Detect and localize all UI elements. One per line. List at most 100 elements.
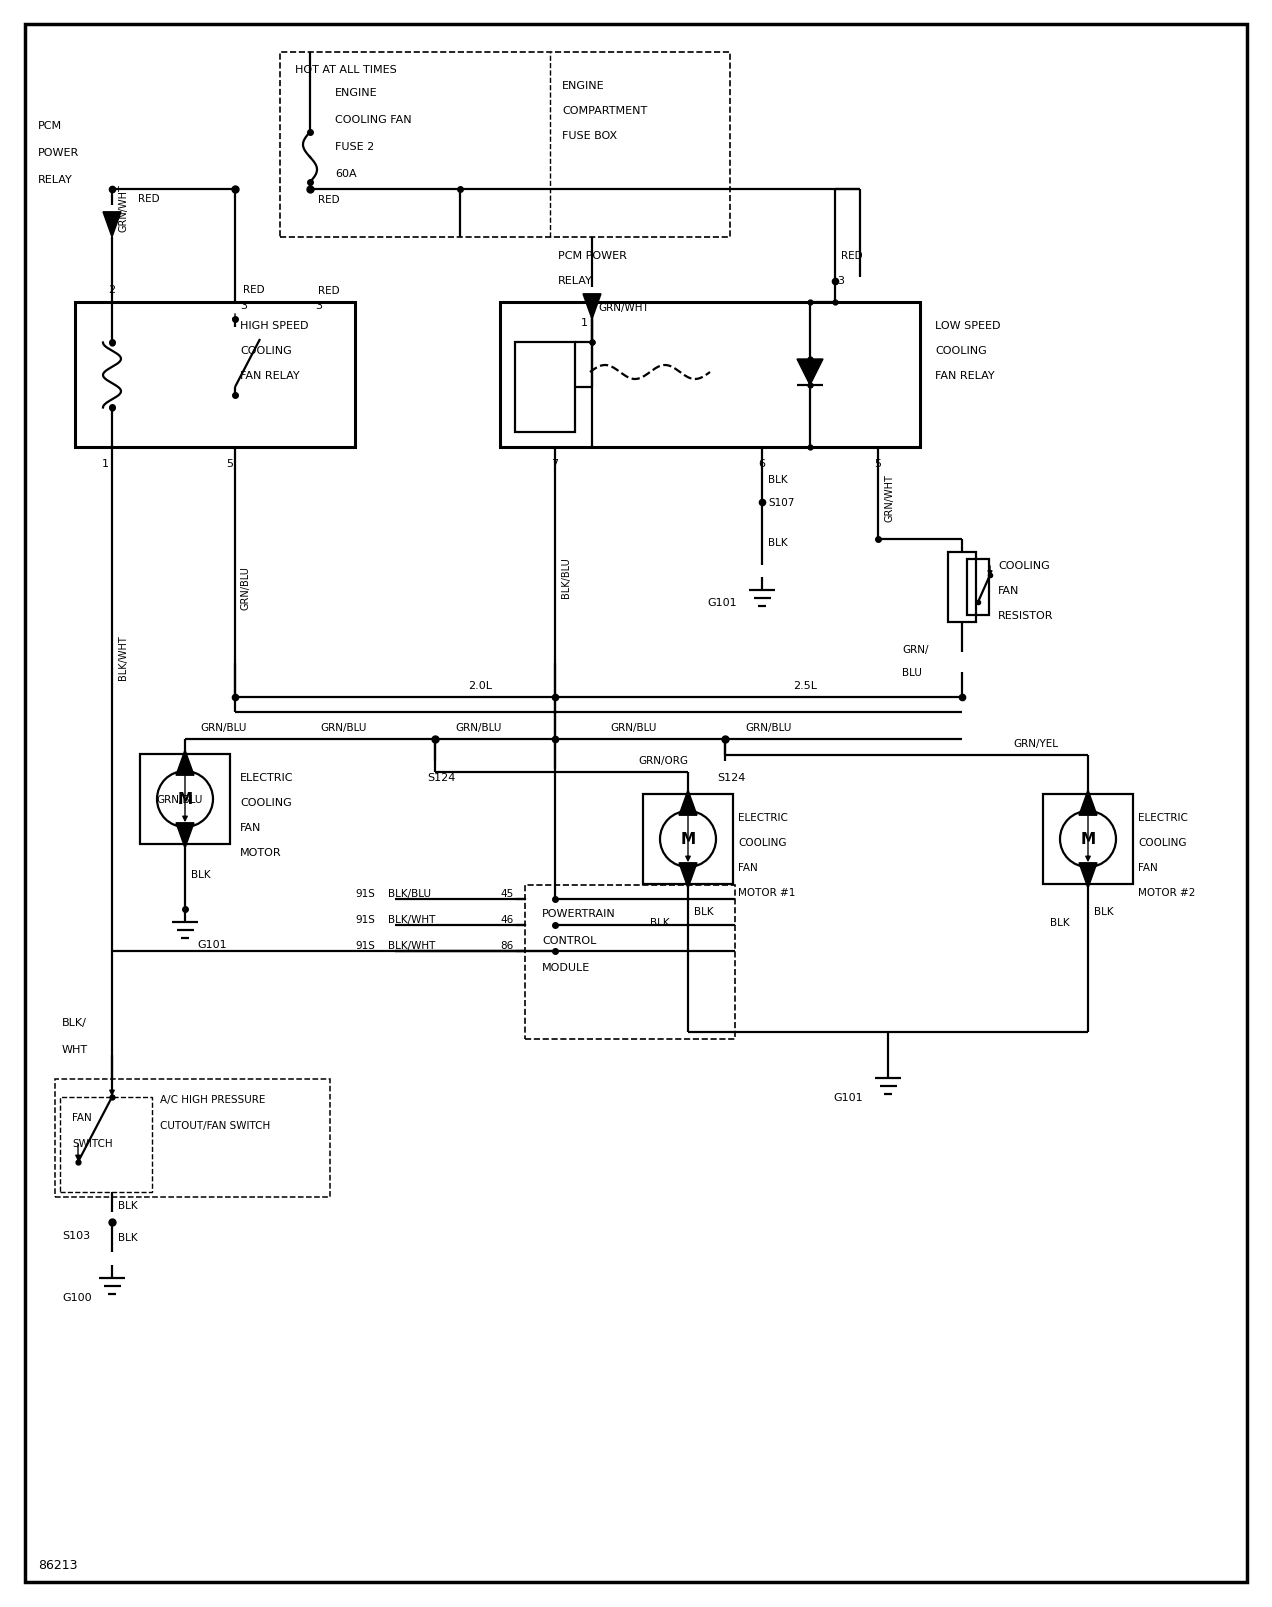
- Text: BLK: BLK: [118, 1233, 137, 1242]
- Text: M: M: [1080, 832, 1095, 847]
- Text: 3: 3: [837, 276, 845, 286]
- Text: 6: 6: [758, 458, 766, 469]
- Text: 3: 3: [240, 301, 247, 310]
- Text: BLK/BLU: BLK/BLU: [561, 558, 571, 598]
- Polygon shape: [798, 360, 823, 386]
- Text: CUTOUT/FAN SWITCH: CUTOUT/FAN SWITCH: [160, 1120, 270, 1130]
- Text: ELECTRIC: ELECTRIC: [240, 773, 294, 783]
- Text: RED: RED: [318, 194, 340, 204]
- Text: WHT: WHT: [62, 1045, 88, 1054]
- Text: 2: 2: [108, 284, 116, 294]
- Text: COMPARTMENT: COMPARTMENT: [562, 106, 647, 116]
- Text: RELAY: RELAY: [558, 276, 593, 286]
- Text: RED: RED: [318, 286, 340, 296]
- Text: GRN/BLU: GRN/BLU: [321, 723, 366, 733]
- Text: POWER: POWER: [38, 148, 79, 157]
- Bar: [280, 53, 730, 238]
- Text: BLK/WHT: BLK/WHT: [388, 914, 435, 924]
- Bar: [644, 794, 733, 884]
- Polygon shape: [103, 212, 121, 238]
- Text: BLK: BLK: [1094, 906, 1113, 916]
- Text: COOLING: COOLING: [240, 797, 291, 807]
- Text: BLK/WHT: BLK/WHT: [118, 635, 128, 680]
- Text: 86: 86: [500, 940, 513, 950]
- Text: GRN/BLU: GRN/BLU: [240, 566, 251, 609]
- Text: COOLING FAN: COOLING FAN: [335, 116, 412, 125]
- Text: FAN: FAN: [240, 823, 261, 832]
- Polygon shape: [1079, 791, 1096, 816]
- Text: 3: 3: [315, 301, 322, 310]
- Text: FAN: FAN: [738, 863, 758, 873]
- Text: FAN: FAN: [73, 1112, 92, 1122]
- Text: BLK/: BLK/: [62, 1017, 86, 1027]
- Text: 5: 5: [875, 458, 881, 469]
- Text: BLK: BLK: [1049, 918, 1070, 927]
- Text: RELAY: RELAY: [38, 175, 73, 185]
- Text: LOW SPEED: LOW SPEED: [935, 321, 1001, 331]
- Text: GRN/WHT: GRN/WHT: [884, 474, 894, 522]
- Text: GRN/WHT: GRN/WHT: [118, 183, 128, 231]
- Bar: [525, 885, 735, 1040]
- Text: G100: G100: [62, 1292, 92, 1302]
- Text: MODULE: MODULE: [542, 963, 590, 972]
- Text: 2.0L: 2.0L: [468, 681, 492, 691]
- Text: BLK/WHT: BLK/WHT: [388, 940, 435, 950]
- Text: RED: RED: [841, 251, 862, 260]
- Text: G101: G101: [707, 598, 736, 607]
- Polygon shape: [583, 294, 600, 320]
- Text: BLK: BLK: [650, 918, 669, 927]
- Text: 91S: 91S: [355, 889, 375, 898]
- Text: COOLING: COOLING: [935, 346, 987, 355]
- Text: MOTOR #1: MOTOR #1: [738, 887, 795, 897]
- Polygon shape: [176, 823, 195, 848]
- Text: 1: 1: [580, 318, 588, 328]
- Text: ENGINE: ENGINE: [562, 80, 604, 92]
- Text: G101: G101: [833, 1093, 862, 1102]
- Text: BLK: BLK: [695, 906, 714, 916]
- Text: ENGINE: ENGINE: [335, 88, 378, 98]
- Text: GRN/BLU: GRN/BLU: [745, 723, 791, 733]
- Text: FUSE 2: FUSE 2: [335, 141, 374, 153]
- Text: POWERTRAIN: POWERTRAIN: [542, 908, 616, 919]
- Text: GRN/: GRN/: [902, 644, 929, 654]
- Polygon shape: [679, 863, 697, 889]
- Bar: [55, 1080, 329, 1197]
- Text: GRN/BLU: GRN/BLU: [200, 723, 247, 733]
- Text: BLU: BLU: [902, 667, 922, 678]
- Text: FAN: FAN: [1138, 863, 1158, 873]
- Text: G101: G101: [197, 940, 226, 950]
- Bar: [948, 553, 976, 622]
- Text: BLK: BLK: [768, 538, 787, 548]
- Text: MOTOR: MOTOR: [240, 847, 281, 858]
- Text: GRN/BLU: GRN/BLU: [156, 794, 204, 805]
- Text: COOLING: COOLING: [240, 346, 291, 355]
- Text: 2.5L: 2.5L: [792, 681, 817, 691]
- Text: CONTROL: CONTROL: [542, 935, 597, 945]
- Bar: [500, 302, 920, 448]
- Bar: [140, 755, 230, 844]
- Polygon shape: [1079, 863, 1096, 889]
- Text: MOTOR #2: MOTOR #2: [1138, 887, 1196, 897]
- Bar: [1043, 794, 1133, 884]
- Text: FAN RELAY: FAN RELAY: [240, 371, 300, 381]
- Bar: [515, 342, 575, 432]
- Text: RED: RED: [243, 284, 265, 294]
- Text: GRN/ORG: GRN/ORG: [639, 755, 688, 765]
- Text: BLK: BLK: [118, 1200, 137, 1210]
- Text: RESISTOR: RESISTOR: [999, 611, 1053, 620]
- Text: BLK/BLU: BLK/BLU: [388, 889, 431, 898]
- Text: M: M: [177, 792, 192, 807]
- Text: 5: 5: [226, 458, 234, 469]
- Text: FAN RELAY: FAN RELAY: [935, 371, 995, 381]
- Text: PCM POWER: PCM POWER: [558, 251, 627, 260]
- Text: FAN: FAN: [999, 585, 1019, 596]
- Text: S107: S107: [768, 498, 795, 508]
- Text: M: M: [681, 832, 696, 847]
- Text: GRN/BLU: GRN/BLU: [611, 723, 656, 733]
- Text: COOLING: COOLING: [999, 561, 1049, 570]
- Text: 45: 45: [500, 889, 513, 898]
- Text: 46: 46: [500, 914, 513, 924]
- Text: 60A: 60A: [335, 169, 356, 178]
- Bar: [967, 559, 990, 615]
- Polygon shape: [176, 750, 195, 776]
